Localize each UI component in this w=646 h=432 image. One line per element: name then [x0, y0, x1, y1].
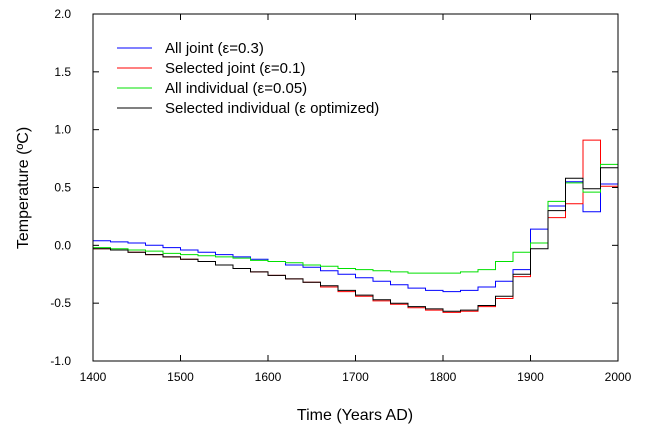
- y-axis-title: Temperature (ºC): [15, 127, 32, 249]
- series-line-2: [93, 139, 618, 313]
- y-tick-label: 2.0: [54, 7, 71, 21]
- series-layer: [93, 139, 618, 313]
- series-line-1: [93, 181, 618, 293]
- x-tick-label: 1400: [80, 370, 107, 384]
- legend-label-2: Selected joint (ε=0.1): [165, 60, 306, 77]
- x-tick-label: 1700: [342, 370, 369, 384]
- ticks-layer: 1400 1500 1600 1700 1800 1900 2000 2.0 1.5 1.0 0.5…: [50, 7, 631, 384]
- series-line-3: [93, 163, 618, 274]
- x-tick-label: 2000: [605, 370, 632, 384]
- y-tick-label: 0.0: [54, 238, 71, 252]
- legend-label-1: All joint (ε=0.3): [165, 40, 264, 57]
- legend: All joint (ε=0.3) Selected joint (ε=0.1) A…: [117, 40, 379, 117]
- legend-label-4: Selected individual (ε optimized): [165, 100, 379, 117]
- series-line-4: [93, 167, 618, 312]
- y-tick-label: -1.0: [50, 354, 71, 368]
- y-tick-label: 1.0: [54, 123, 71, 137]
- y-tick-label: -0.5: [50, 296, 71, 310]
- legend-label-3: All individual (ε=0.05): [165, 80, 307, 97]
- x-tick-label: 1500: [167, 370, 194, 384]
- y-tick-label: 0.5: [54, 181, 71, 195]
- x-axis-title: Time (Years AD): [297, 407, 413, 424]
- x-tick-label: 1800: [430, 370, 457, 384]
- y-tick-label: 1.5: [54, 65, 71, 79]
- x-tick-label: 1600: [255, 370, 282, 384]
- x-tick-label: 1900: [517, 370, 544, 384]
